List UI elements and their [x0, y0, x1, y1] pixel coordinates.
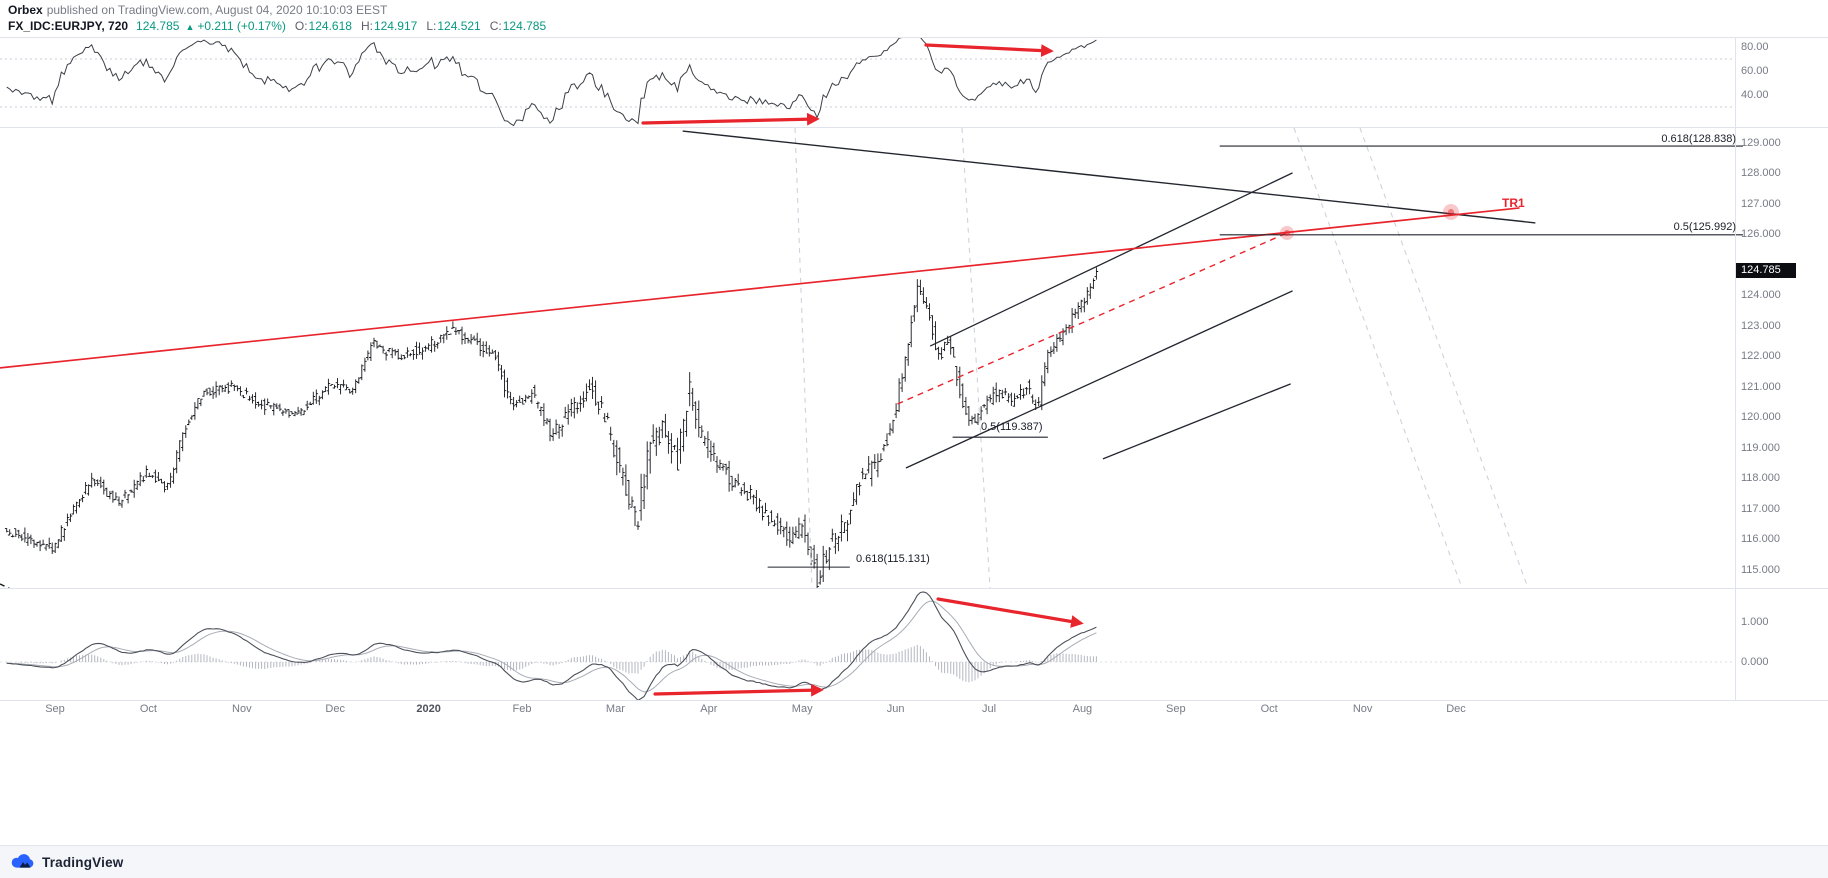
macd-scale-label: 1.000: [1741, 616, 1769, 628]
time-axis-label: Apr: [700, 703, 718, 715]
last-price: 124.785: [136, 19, 180, 33]
fib-label-0618-upper: 0.618(128.838): [1661, 133, 1736, 145]
price-scale-label: 128.000: [1741, 167, 1781, 180]
channel-upper: [929, 172, 1293, 347]
fib-label-05-upper: 0.5(125.992): [1673, 221, 1736, 233]
time-axis-label: Nov: [1352, 703, 1373, 715]
rsi-arrow-lower: [641, 112, 820, 126]
channel-lower: [905, 290, 1293, 469]
low-label: L:: [426, 19, 437, 33]
price-change: +0.211 (+0.17%): [197, 19, 286, 33]
price-scale-label: 119.000: [1741, 441, 1780, 454]
time-axis-label: Feb: [512, 703, 532, 715]
red-dashed-projection: [897, 232, 1288, 405]
tradingview-footer[interactable]: TradingView: [0, 845, 1828, 878]
up-triangle-icon: ▲: [185, 22, 195, 32]
open-label: O:: [294, 19, 308, 33]
time-axis-label: Sep: [1166, 703, 1186, 715]
price-scale-label: 129.000: [1741, 137, 1781, 149]
price-scale-label: 121.000: [1741, 380, 1781, 393]
symbol-title: FX_IDC:EURJPY, 720: [8, 19, 129, 33]
price-scale-label: 122.000: [1741, 350, 1781, 363]
price-scale-label: 118.000: [1741, 472, 1780, 485]
time-axis-label: Aug: [1072, 703, 1093, 715]
close-value: 124.785: [502, 19, 547, 33]
tr1-label: TR1: [1502, 196, 1525, 210]
support-line: [1102, 383, 1291, 460]
time-axis-label: May: [791, 703, 813, 715]
publish-info: Orbex published on TradingView.com, Augus…: [8, 3, 387, 17]
tradingview-logo-icon[interactable]: [9, 853, 35, 871]
symbol-status-line: FX_IDC:EURJPY, 720 124.785 ▲ +0.211 (+0.17%…: [8, 19, 546, 33]
publish-timestamp: published on TradingView.com, August 04,…: [46, 3, 388, 17]
publisher-name: Orbex: [8, 3, 43, 17]
time-axis-label: Nov: [232, 703, 252, 715]
oscillator-scale-label: 60.00: [1741, 65, 1769, 77]
price-scale-label: 117.000: [1741, 502, 1780, 515]
price-scale-label: 116.000: [1741, 533, 1780, 546]
open-value: 124.618: [308, 19, 352, 33]
time-axis-label: Mar: [605, 703, 625, 715]
last-price-badge: 124.785: [1736, 263, 1796, 278]
price-scale-label: 123.000: [1741, 319, 1781, 332]
high-value: 124.917: [373, 19, 418, 33]
price-scale-label: 127.000: [1741, 197, 1781, 210]
price-scale-label: 126.000: [1741, 228, 1781, 241]
macd-arrow-lower: [653, 683, 824, 697]
low-value: 124.521: [437, 19, 481, 33]
fib-label-0618-lower: 0.618(115.131): [856, 553, 930, 565]
descending-trendline: [682, 130, 1536, 224]
high-label: H:: [360, 19, 373, 33]
time-axis-label: Oct: [1260, 703, 1278, 715]
rsi-arrow-upper: [924, 43, 1054, 57]
time-axis-label: Sep: [45, 703, 65, 715]
oscillator-scale-label: 80.00: [1741, 41, 1769, 53]
close-label: C:: [489, 19, 502, 33]
time-axis-label: Oct: [139, 703, 157, 715]
time-axis-label: Jun: [886, 703, 905, 715]
price-scale-label: 124.000: [1741, 289, 1781, 302]
time-axis-label: 2020: [416, 703, 441, 715]
oscillator-scale-label: 40.00: [1741, 89, 1769, 101]
macd-arrow-upper: [936, 597, 1084, 628]
fib-label-05-lower: 0.5(119.387): [981, 421, 1043, 433]
macd-scale-label: 0.000: [1741, 656, 1769, 668]
time-axis-label: Jul: [981, 703, 997, 715]
price-scale-label: 120.000: [1741, 411, 1781, 424]
time-axis-label: Dec: [1446, 703, 1466, 715]
time-axis-label: Dec: [325, 703, 345, 715]
tradingview-brand[interactable]: TradingView: [42, 854, 124, 870]
price-scale-label: 115.000: [1741, 563, 1780, 576]
